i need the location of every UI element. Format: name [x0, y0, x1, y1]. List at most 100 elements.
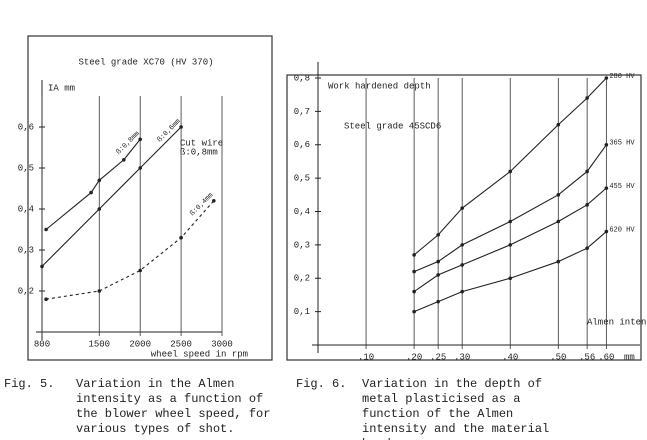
data-point [412, 253, 416, 257]
data-point [556, 259, 561, 264]
x-tick-label: 2000 [129, 339, 151, 349]
figure-label: Fig. 5. [4, 377, 54, 391]
caption-line: metal plasticised as a [362, 392, 520, 406]
data-point [436, 273, 440, 277]
x-tick-label: .20 [406, 352, 422, 362]
series-line [41, 126, 182, 267]
caption-line: various types of shot. [76, 422, 234, 436]
y-tick-label: 0,3 [18, 245, 34, 255]
data-point [212, 199, 216, 203]
chart-subtitle: Steel grade 45SCD6 [344, 121, 441, 131]
data-point [508, 276, 513, 281]
x-axis-label: Almen intensity [587, 317, 647, 327]
y-tick-label: 0,2 [18, 286, 34, 296]
series-label: ß:0,6mm [156, 118, 182, 144]
y-tick-label: 0,7 [294, 107, 310, 117]
series-label: ß:0,4mm [189, 192, 215, 218]
data-point [508, 219, 513, 224]
caption-line: Variation in the Almen [76, 377, 234, 391]
x-tick-label: .25 [430, 352, 446, 362]
y-tick-label: 0,3 [294, 240, 310, 250]
x-tick-label: .40 [502, 352, 518, 362]
data-point [89, 190, 93, 195]
data-point [44, 227, 48, 232]
data-point [97, 207, 102, 211]
y-tick-label: 0,1 [294, 307, 310, 317]
data-point [556, 193, 561, 197]
data-point [138, 166, 142, 170]
data-point [138, 137, 142, 142]
x-tick-label: 2500 [170, 339, 192, 349]
data-point [179, 235, 183, 240]
series-label: 620 HV [609, 226, 635, 234]
x-tick-label: .56 [579, 352, 595, 362]
y-tick-label: 0,8 [294, 73, 310, 83]
data-point [138, 268, 142, 273]
data-point [460, 289, 464, 294]
data-point [460, 206, 464, 210]
y-tick-label: 0,5 [18, 163, 34, 173]
x-tick-label: 1500 [88, 339, 110, 349]
x-tick-label: 3000 [211, 339, 233, 349]
data-point [604, 186, 609, 190]
x-tick-label: .60 [598, 352, 614, 362]
data-point [585, 246, 589, 251]
y-tick-label: 0,6 [294, 140, 310, 150]
chart-title: Work hardened depth [328, 81, 431, 91]
data-point [122, 158, 126, 162]
data-point [604, 76, 609, 80]
data-point [508, 243, 513, 247]
data-point [460, 263, 464, 267]
annotation: Cut wire [180, 138, 223, 148]
x-tick-label: 800 [34, 339, 50, 349]
figure-frame [286, 74, 642, 361]
y-tick-label: 0,4 [18, 204, 34, 214]
data-point [44, 297, 48, 302]
data-point [412, 289, 416, 294]
annotation: ß:0,8mm [180, 147, 218, 157]
figure-frame [27, 35, 273, 361]
figure-label: Fig. 6. [296, 377, 346, 391]
data-point [585, 96, 589, 100]
y-tick-label: 0,4 [294, 207, 310, 217]
data-point [412, 309, 416, 314]
y-tick-label: 0,2 [294, 274, 310, 284]
data-point [556, 219, 561, 224]
y-tick-label: 0,6 [18, 122, 34, 132]
caption-line: intensity and the material [362, 422, 549, 436]
series-label: 455 HV [609, 183, 635, 191]
caption-line: hardness. [362, 437, 427, 440]
y-tick-label: 0,5 [294, 174, 310, 184]
data-point [97, 289, 102, 293]
caption-line: the blower wheel speed, for [76, 407, 270, 421]
data-point [436, 259, 440, 264]
data-point [604, 142, 609, 147]
data-point [460, 243, 464, 247]
x-tick-label: .30 [454, 352, 470, 362]
caption-line: function of the Almen [362, 407, 513, 421]
data-point [97, 178, 102, 183]
x-tick-label: .10 [358, 352, 374, 362]
data-point [179, 125, 183, 129]
caption-line: intensity as a function of [76, 392, 263, 406]
chart-title: Steel grade XC70 (HV 370) [78, 57, 213, 67]
series-label: 280 HV [609, 73, 635, 81]
series-line [45, 138, 141, 230]
x-axis-unit: mm [624, 352, 635, 362]
data-point [585, 169, 589, 174]
data-point [412, 269, 416, 274]
series-label: 365 HV [609, 140, 635, 148]
caption-line: Variation in the depth of [362, 377, 542, 391]
data-point [436, 233, 440, 237]
data-point [40, 264, 44, 269]
y-axis-label: IA mm [48, 83, 75, 93]
x-axis-label: wheel speed in rpm [151, 349, 248, 359]
data-point [508, 169, 513, 174]
data-point [556, 122, 561, 127]
data-point [436, 299, 440, 304]
data-point [604, 229, 609, 234]
series-line [46, 200, 215, 300]
data-point [585, 203, 589, 207]
x-tick-label: .50 [550, 352, 566, 362]
